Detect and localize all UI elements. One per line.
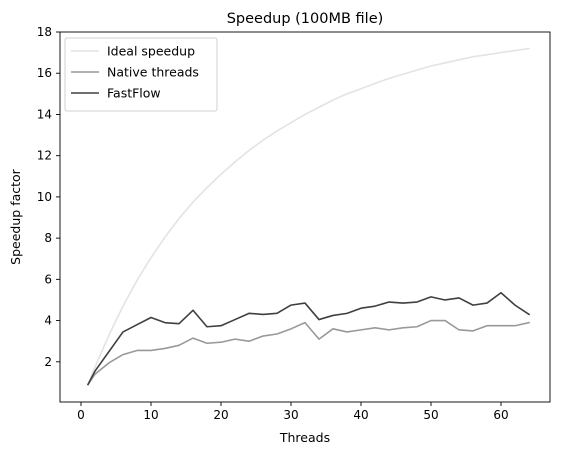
y-tick-label: 12 (37, 149, 52, 163)
y-tick-label: 14 (37, 107, 52, 121)
chart-title: Speedup (100MB file) (227, 11, 384, 27)
axis-ticks: 0 10 20 30 40 50 60 2 4 6 8 10 12 14 16 18 (37, 25, 509, 422)
y-tick-label: 16 (37, 66, 52, 80)
x-axis-label: Threads (279, 430, 330, 445)
y-tick-label: 4 (44, 314, 52, 328)
plot-area (86, 47, 531, 386)
x-tick-label: 60 (493, 408, 508, 422)
y-tick-label: 18 (37, 25, 52, 39)
y-tick-label: 6 (44, 272, 52, 286)
x-tick-label: 40 (353, 408, 368, 422)
legend-label: Native threads (107, 65, 199, 80)
legend-box (64, 37, 218, 112)
x-tick-label: 0 (77, 408, 85, 422)
legend: Ideal speedup Native threads FastFlow (64, 37, 218, 112)
series-line-1 (86, 47, 530, 386)
x-tick-label: 30 (283, 408, 298, 422)
legend-label: FastFlow (107, 86, 161, 101)
y-tick-label: 8 (44, 231, 52, 245)
y-axis-label: Speedup factor (8, 168, 23, 264)
x-tick-label: 10 (143, 408, 158, 422)
y-tick-label: 2 (44, 355, 52, 369)
y-tick-label: 10 (37, 190, 52, 204)
x-tick-label: 20 (213, 408, 228, 422)
legend-label: Ideal speedup (107, 44, 195, 59)
series-line-2 (86, 319, 530, 386)
series-line-3 (86, 291, 531, 386)
x-tick-label: 50 (423, 408, 438, 422)
plot-frame (59, 31, 551, 403)
